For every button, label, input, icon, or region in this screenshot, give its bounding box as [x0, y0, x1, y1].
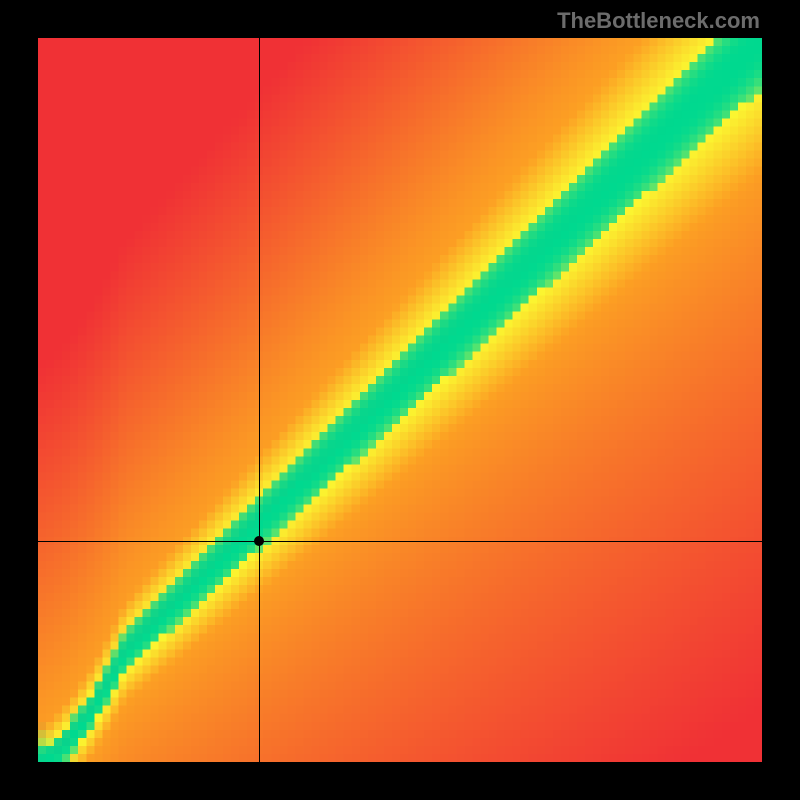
- figure-background: TheBottleneck.com: [0, 0, 800, 800]
- plot-area: [38, 38, 762, 762]
- watermark-text: TheBottleneck.com: [557, 8, 760, 34]
- bottleneck-heatmap: [38, 38, 762, 762]
